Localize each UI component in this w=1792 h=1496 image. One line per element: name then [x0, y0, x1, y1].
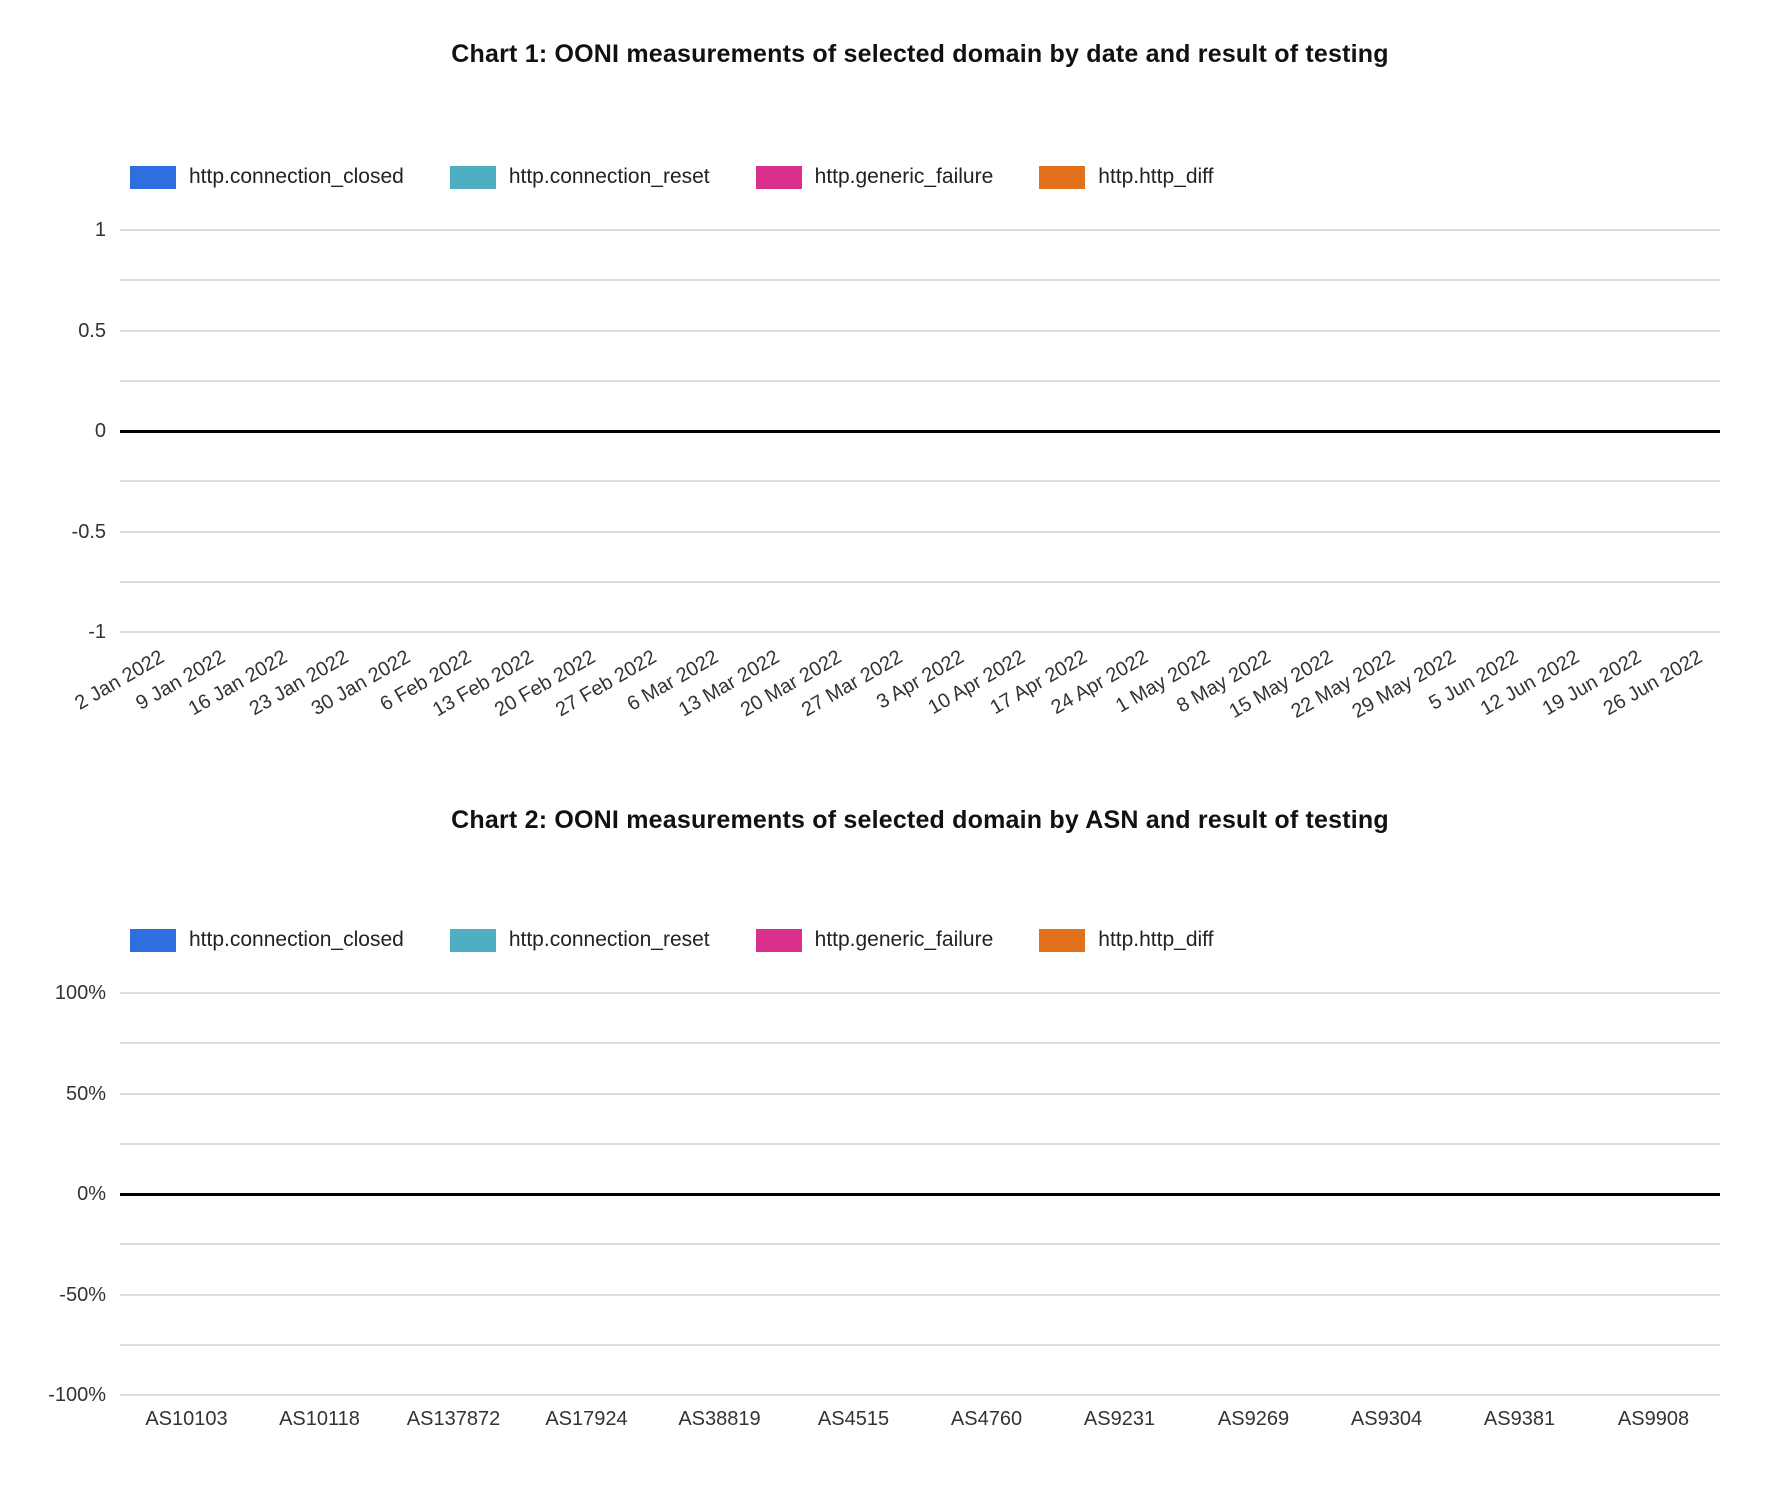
zero-axis-line: [120, 430, 1720, 433]
x-tick-label: AS4515: [817, 1408, 890, 1430]
legend-series-label: http.connection_closed: [189, 165, 404, 188]
legend-item-http-generic-failure: http.generic_failure: [755, 165, 994, 189]
legend-color-swatch: [1039, 165, 1086, 189]
legend-color-swatch: [130, 928, 176, 952]
chart1-title: Chart 1: OONI measurements of selected d…: [451, 40, 1389, 68]
legend-item-http-connection-closed: http.connection_closed: [130, 928, 404, 952]
zero-axis-line: [120, 1193, 1720, 1196]
legend-item-http-connection-reset: http.connection_reset: [449, 165, 710, 189]
gridline: [120, 1394, 1720, 1396]
gridline: [120, 1294, 1720, 1296]
x-tick-label: AS10103: [145, 1408, 228, 1430]
legend-item-http-connection-reset: http.connection_reset: [449, 928, 710, 952]
gridline: [120, 480, 1720, 482]
gridline: [120, 631, 1720, 633]
gridline: [120, 380, 1720, 382]
x-tick-label: AS9231: [1083, 1408, 1156, 1430]
gridline: [120, 531, 1720, 533]
gridline: [120, 1042, 1720, 1044]
y-tick-label: -1: [88, 621, 106, 643]
gridline: [120, 1093, 1720, 1095]
x-tick-label: AS9304: [1350, 1408, 1423, 1430]
legend-color-swatch: [755, 165, 802, 189]
gridline: [120, 1143, 1720, 1145]
y-tick-label: -0.5: [71, 521, 106, 543]
x-tick-label: AS137872: [406, 1408, 501, 1430]
x-tick-label: AS9381: [1483, 1408, 1556, 1430]
legend-color-swatch: [449, 928, 496, 952]
x-tick-label: AS4760: [950, 1408, 1023, 1430]
legend-item-http-http-diff: http.http_diff: [1039, 165, 1213, 189]
legend-series-label: http.connection_reset: [508, 165, 710, 188]
y-tick-label: 0.5: [78, 320, 106, 342]
x-tick-label: AS9908: [1617, 1408, 1690, 1430]
x-tick-label: AS10118: [279, 1408, 360, 1430]
gridline: [120, 581, 1720, 583]
y-tick-label: -100%: [48, 1384, 106, 1406]
chart2-legend: http.connection_closed http.connection_re…: [130, 928, 1213, 952]
legend-series-label: http.generic_failure: [814, 928, 994, 951]
chart1-legend: http.connection_closed http.connection_re…: [130, 165, 1213, 189]
legend-series-label: http.generic_failure: [814, 165, 994, 188]
legend-color-swatch: [130, 165, 176, 189]
gridline: [120, 229, 1720, 231]
legend-series-label: http.http_diff: [1098, 165, 1214, 188]
x-tick-label: AS38819: [678, 1408, 761, 1430]
y-tick-label: 100%: [54, 982, 106, 1004]
gridline: [120, 1243, 1720, 1245]
legend-item-http-http-diff: http.http_diff: [1039, 928, 1213, 952]
legend-item-http-generic-failure: http.generic_failure: [755, 928, 994, 952]
chart1-plot: [120, 229, 1720, 633]
gridline: [120, 992, 1720, 994]
y-tick-label: -50%: [59, 1284, 106, 1306]
gridline: [120, 279, 1720, 281]
gridline: [120, 330, 1720, 332]
y-tick-label: 0: [94, 420, 106, 442]
chart2-plot: [120, 992, 1720, 1396]
legend-color-swatch: [1039, 928, 1086, 952]
legend-series-label: http.connection_closed: [189, 928, 404, 951]
x-tick-label: AS17924: [545, 1408, 628, 1430]
x-tick-label: AS9269: [1217, 1408, 1290, 1430]
gridline: [120, 1344, 1720, 1346]
y-tick-label: 50%: [65, 1083, 106, 1105]
y-tick-label: 1: [94, 219, 106, 241]
y-tick-label: 0%: [77, 1183, 106, 1205]
legend-item-http-connection-closed: http.connection_closed: [130, 165, 404, 189]
legend-series-label: http.http_diff: [1098, 928, 1214, 951]
legend-color-swatch: [755, 928, 802, 952]
legend-color-swatch: [449, 165, 496, 189]
legend-series-label: http.connection_reset: [508, 928, 710, 951]
chart2-title: Chart 2: OONI measurements of selected d…: [451, 806, 1389, 834]
